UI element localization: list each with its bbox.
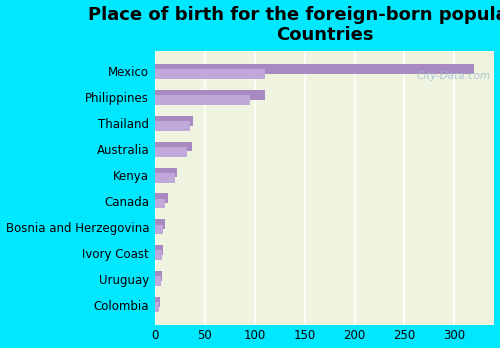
Bar — [154, 297, 160, 307]
Bar — [154, 147, 186, 157]
Bar — [154, 219, 164, 229]
Bar — [154, 302, 158, 312]
Text: City-Data.com: City-Data.com — [416, 71, 490, 81]
Bar — [154, 64, 474, 74]
Bar — [154, 173, 174, 183]
Bar — [154, 142, 192, 151]
Bar — [154, 193, 168, 203]
Bar — [154, 69, 264, 79]
Bar — [154, 199, 164, 208]
Bar — [154, 116, 192, 126]
Bar — [154, 90, 264, 100]
Bar — [154, 121, 190, 131]
Bar — [154, 95, 250, 105]
Bar — [154, 271, 162, 281]
Bar — [154, 167, 176, 177]
Bar — [154, 245, 162, 255]
Bar — [154, 251, 162, 260]
Bar — [154, 276, 160, 286]
Title: Place of birth for the foreign-born population -
Countries: Place of birth for the foreign-born popu… — [88, 6, 500, 44]
Bar — [154, 224, 162, 235]
